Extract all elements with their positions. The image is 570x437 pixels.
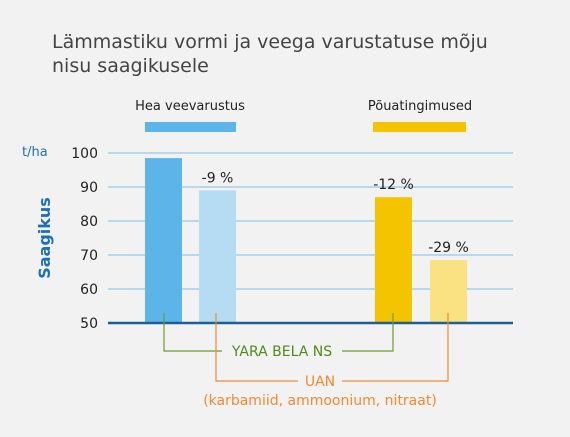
series-bracket-yara: YARA BELA NS <box>163 313 394 360</box>
chart-title-line-2: nisu saagikusele <box>52 55 209 77</box>
legend-swatch-poud <box>373 122 466 132</box>
y-tick-50: 50 <box>80 316 98 332</box>
bracket-line-yara <box>163 313 394 352</box>
y-tick-60: 60 <box>80 282 98 298</box>
y-axis-label: Saagikus <box>35 197 54 279</box>
bar-label-poud-yara: -12 % <box>373 177 414 193</box>
y-tick-100: 100 <box>71 146 98 162</box>
series-label-uan: UAN <box>305 374 335 390</box>
bar-poud-yara <box>375 197 412 323</box>
series-label-uan-sub: (karbamiid, ammoonium, nitraat) <box>203 393 437 409</box>
bar-label-poud-uan: -29 % <box>428 240 469 256</box>
y-tick-90: 90 <box>80 180 98 196</box>
y-tick-70: 70 <box>80 248 98 264</box>
bar-label-hea-uan: -9 % <box>202 170 234 186</box>
chart-title-line-1: Lämmastiku vormi ja veega varustatuse mõ… <box>52 31 488 53</box>
y-tick-labels: 50 60 70 80 90 100 <box>71 146 98 332</box>
y-unit: t/ha <box>22 145 48 160</box>
legend-swatch-hea <box>145 122 236 132</box>
legend-label-poud: Põuatingimused <box>368 99 472 114</box>
series-label-yara: YARA BELA NS <box>231 344 332 360</box>
bracket-line-uan <box>215 313 449 382</box>
bar-value-labels: -9 % -12 % -29 % <box>202 170 469 256</box>
bar-hea-yara <box>145 158 182 323</box>
legend-label-hea: Hea veevarustus <box>135 99 245 114</box>
y-tick-80: 80 <box>80 214 98 230</box>
bars <box>145 158 467 323</box>
series-bracket-uan: UAN (karbamiid, ammoonium, nitraat) <box>203 313 449 409</box>
bar-hea-uan <box>199 190 236 323</box>
bar-poud-uan <box>430 260 467 323</box>
